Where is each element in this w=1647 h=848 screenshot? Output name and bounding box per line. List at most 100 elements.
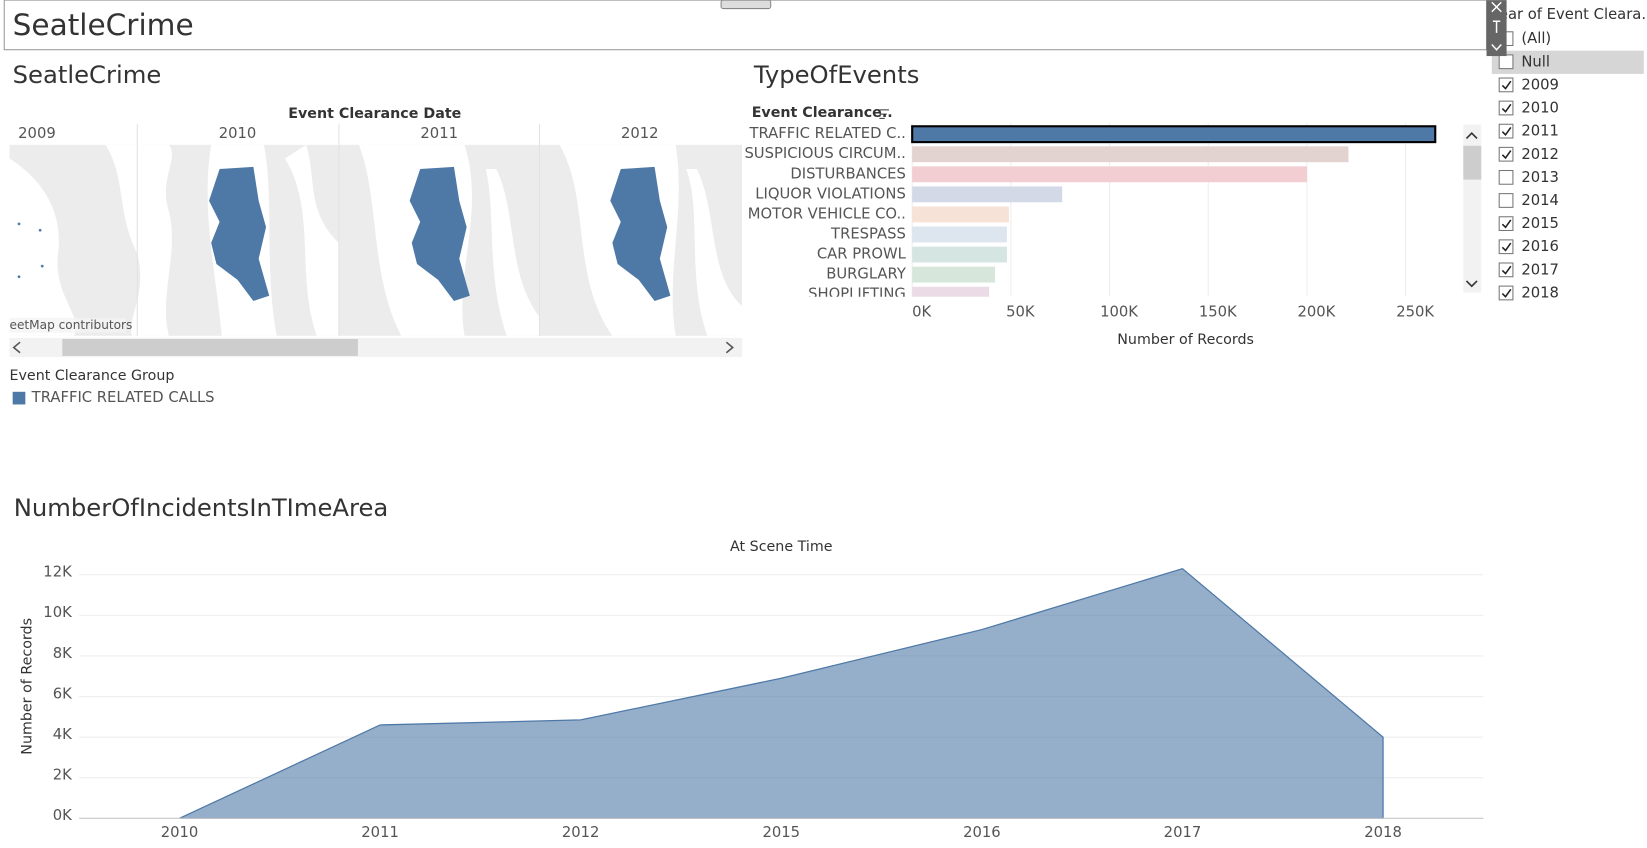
- map[interactable]: eetMap contributors: [9, 144, 743, 336]
- y-axis-header: Event Clearance..: [752, 105, 893, 121]
- scroll-thumb[interactable]: [62, 339, 358, 356]
- scroll-thumb[interactable]: [1463, 145, 1482, 180]
- y-tick-label: 2K: [53, 767, 72, 784]
- checkmark: [1501, 103, 1512, 113]
- x-tick-label: 2018: [1364, 824, 1402, 841]
- filter-item[interactable]: Null: [1521, 53, 1550, 70]
- checkbox[interactable]: [1498, 285, 1514, 301]
- bar[interactable]: [912, 226, 1007, 243]
- filter-item[interactable]: 2018: [1521, 285, 1559, 302]
- checkbox[interactable]: [1498, 100, 1514, 116]
- checkbox[interactable]: [1498, 193, 1514, 208]
- checkbox[interactable]: [1498, 216, 1514, 232]
- y-tick-label: 6K: [53, 685, 72, 702]
- bar[interactable]: [912, 186, 1063, 203]
- sheet-title: SeatleCrime: [13, 60, 162, 89]
- sort-icon[interactable]: [879, 109, 889, 119]
- dashboard-title: SeatleCrime: [13, 8, 194, 42]
- x-tick-label: 50K: [1006, 304, 1035, 321]
- column-label: 2010: [219, 125, 257, 142]
- column-separators: [136, 123, 541, 336]
- filter-item[interactable]: (All): [1521, 30, 1551, 47]
- checkmark: [1501, 288, 1512, 298]
- scroll-arrows[interactable]: [1465, 132, 1478, 288]
- filter-title: Year of Event Cleara..: [1491, 6, 1647, 23]
- y-tick-label: 10K: [43, 604, 72, 621]
- x-tick-label: 100K: [1100, 304, 1138, 321]
- x-tick-label: 2011: [361, 824, 399, 841]
- area-plot: 0K 2K 4K 6K 8K 10K 12K 2010 2011 2012 2015 2016 2017…: [43, 564, 1484, 841]
- checkmark: [1501, 242, 1512, 252]
- filter-item[interactable]: 2009: [1521, 76, 1559, 93]
- y-tick-label: MOTOR VEHICLE CO..: [748, 205, 906, 222]
- bar[interactable]: [912, 146, 1349, 163]
- y-tick-label: SUSPICIOUS CIRCUM..: [744, 145, 905, 162]
- bar[interactable]: [912, 286, 990, 303]
- y-tick-label: TRESPASS: [830, 225, 906, 242]
- y-tick-label: BURGLARY: [826, 266, 907, 283]
- bar-plot: TRAFFIC RELATED C.. SUSPICIOUS CIRCUM.. DI…: [744, 122, 1437, 303]
- y-tick-label: SHOPLIFTING: [808, 286, 906, 303]
- sheet-title: TypeOfEvents: [753, 60, 920, 89]
- bar[interactable]: [912, 246, 1007, 263]
- checkbox[interactable]: [1498, 54, 1514, 70]
- filter-item[interactable]: 2013: [1521, 169, 1559, 186]
- map-attribution[interactable]: eetMap contributors: [10, 318, 133, 332]
- x-tick-label: 150K: [1199, 304, 1237, 321]
- y-tick-label: 0K: [53, 807, 72, 824]
- legend-title: Event Clearance Group: [10, 368, 175, 384]
- x-tick-label: 2017: [1164, 824, 1202, 841]
- attribution-bg: [9, 317, 126, 333]
- checkmark: [1501, 219, 1512, 229]
- x-tick-label: 250K: [1396, 304, 1434, 321]
- checkbox[interactable]: [1498, 169, 1514, 185]
- sheet-title: NumberOfIncidentsInTImeArea: [14, 493, 389, 522]
- bar[interactable]: [911, 125, 1437, 144]
- filter-item[interactable]: 2016: [1521, 238, 1559, 255]
- y-tick-label: LIQUOR VIOLATIONS: [755, 185, 906, 202]
- filter-item[interactable]: 2010: [1521, 100, 1559, 117]
- bar[interactable]: [912, 166, 1307, 183]
- bar[interactable]: [912, 266, 996, 283]
- x-tick-label: 2015: [762, 824, 800, 841]
- resize-handle[interactable]: [720, 0, 772, 10]
- area[interactable]: [179, 567, 1384, 819]
- x-tick-label: 2010: [161, 824, 199, 841]
- scroll-arrows[interactable]: [12, 341, 734, 354]
- checkbox[interactable]: [1498, 123, 1514, 139]
- checkbox[interactable]: [1498, 262, 1514, 278]
- y-tick-label: 8K: [53, 645, 72, 662]
- filter-item[interactable]: 2011: [1521, 123, 1559, 140]
- bar[interactable]: [912, 206, 1009, 223]
- column-header: Event Clearance Date: [288, 106, 461, 122]
- filter-item[interactable]: 2012: [1521, 146, 1559, 163]
- filter-item[interactable]: 2015: [1521, 215, 1559, 232]
- x-tick-label: 200K: [1298, 304, 1336, 321]
- y-axis-title: Number of Records: [19, 618, 35, 755]
- y-tick-label: 4K: [53, 726, 72, 743]
- filter-item[interactable]: 2017: [1521, 261, 1559, 278]
- filter-item[interactable]: 2014: [1521, 192, 1559, 209]
- checkmark: [1501, 150, 1512, 160]
- year-filter: Year of Event Cleara.. (All) Null 2009 2010…: [1491, 6, 1647, 302]
- column-label: 2011: [420, 125, 458, 142]
- checkbox[interactable]: [1498, 77, 1514, 93]
- legend-label[interactable]: TRAFFIC RELATED CALLS: [31, 389, 215, 406]
- y-tick-label: 12K: [43, 564, 72, 581]
- column-label: 2009: [18, 125, 56, 142]
- checkmark: [1501, 80, 1512, 90]
- checkbox[interactable]: [1498, 146, 1514, 162]
- legend-swatch: [12, 391, 26, 405]
- chart-subtitle: At Scene Time: [730, 539, 833, 555]
- checkmark: [1501, 265, 1512, 275]
- x-axis-title: Number of Records: [1117, 332, 1254, 348]
- toolbar-icons[interactable]: [1491, 1, 1502, 51]
- checkbox[interactable]: [1498, 239, 1514, 255]
- x-tick-label: 2016: [963, 824, 1001, 841]
- map-points: [17, 166, 671, 302]
- y-tick-label: TRAFFIC RELATED C..: [749, 125, 906, 142]
- column-label: 2012: [621, 125, 659, 142]
